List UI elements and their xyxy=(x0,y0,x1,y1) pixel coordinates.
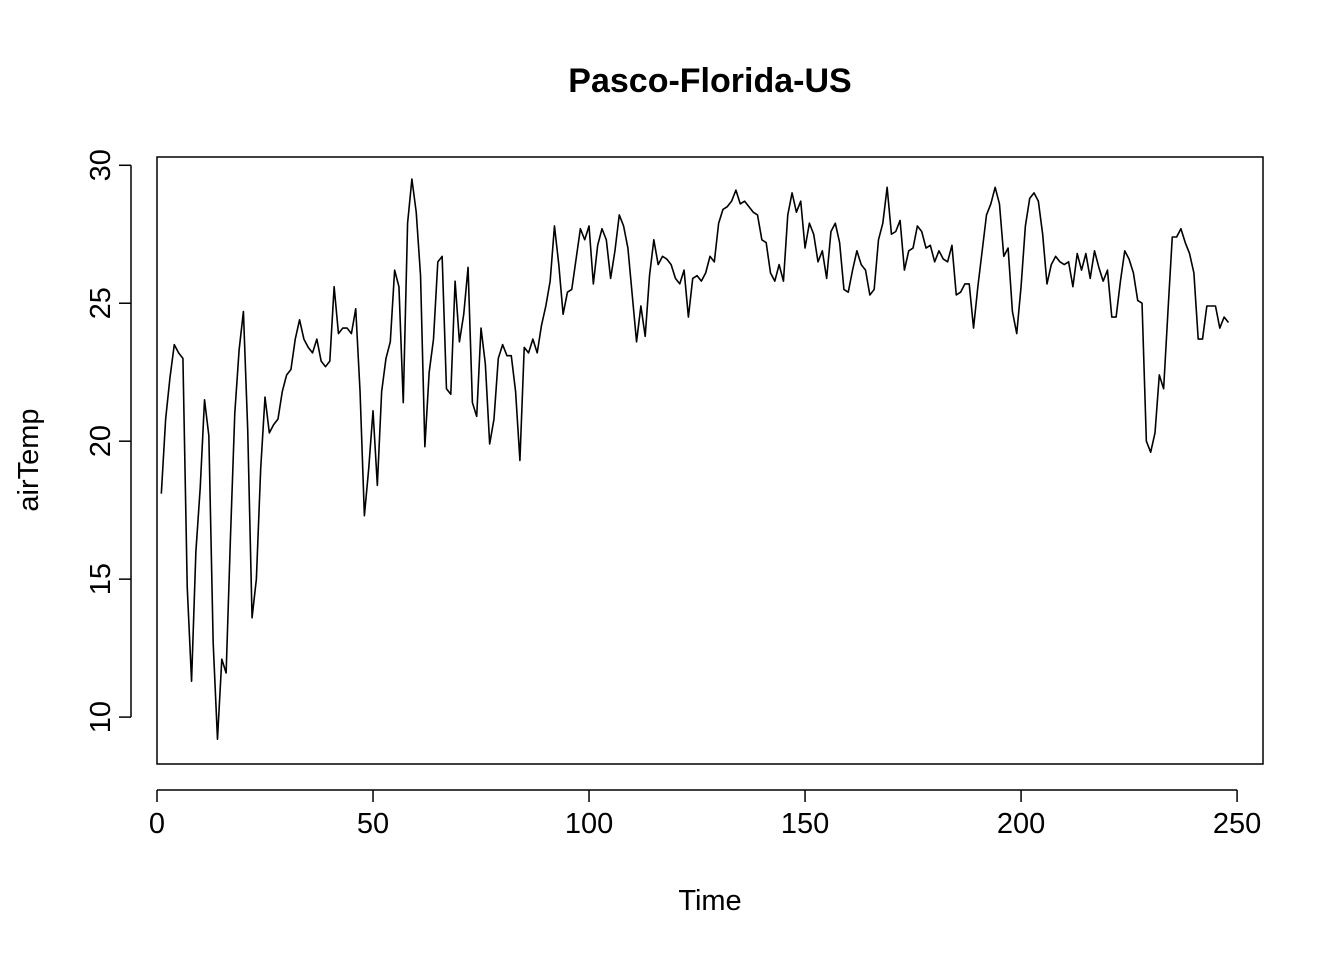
x-tick-label: 0 xyxy=(149,808,165,840)
y-tick-label: 20 xyxy=(85,425,117,457)
x-tick-label: 200 xyxy=(997,808,1045,840)
x-axis-label: Time xyxy=(678,885,741,917)
series-line xyxy=(160,178,1230,740)
chart-title: Pasco-Florida-US xyxy=(568,62,851,100)
plot-frame xyxy=(156,156,1264,765)
y-tick-label: 10 xyxy=(85,701,117,733)
y-tick-label: 30 xyxy=(85,149,117,181)
x-axis: 0 50 100 150 200 250 xyxy=(149,789,1261,840)
y-tick-label: 15 xyxy=(85,563,117,595)
x-tick-label: 250 xyxy=(1213,808,1261,840)
y-axis: 10 15 20 25 30 xyxy=(85,149,132,733)
y-axis-label: airTemp xyxy=(13,408,45,511)
x-tick-label: 150 xyxy=(781,808,829,840)
x-tick-label: 100 xyxy=(565,808,613,840)
x-tick-label: 50 xyxy=(357,808,389,840)
y-tick-label: 25 xyxy=(85,287,117,319)
